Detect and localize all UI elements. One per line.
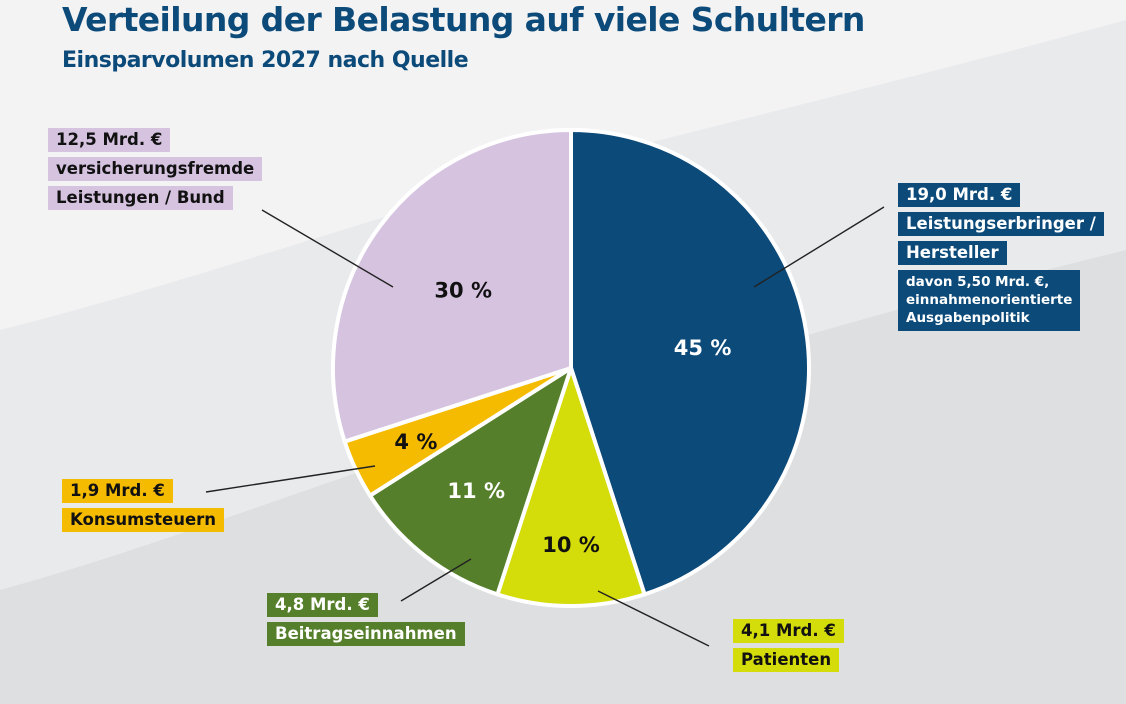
leader-line-beitragseinnahmen [400,558,472,602]
leader-line-leistungserbringer-hersteller [753,206,885,288]
leader-line-patienten [597,590,710,647]
pie-slice-patienten [495,366,647,608]
callout-amount: 1,9 Mrd. € [62,479,173,503]
callout-amount: 19,0 Mrd. € [898,183,1021,207]
callout-amount: 4,1 Mrd. € [733,619,844,643]
callout-amount: 12,5 Mrd. € [48,128,171,152]
callout-versicherungsfremde-leistungen: 12,5 Mrd. € versicherungsfremde Leistung… [48,128,263,215]
chart-subtitle: Einsparvolumen 2027 nach Quelle [62,48,469,73]
callout-note: davon 5,50 Mrd. €, einnahmenorientierte … [898,270,1081,331]
callout-category: Patienten [733,648,840,672]
percent-labels: 45 % 10 % 11 % 4 % 30 % [394,279,731,557]
callout-category: Hersteller [898,241,1007,265]
callout-category: Leistungserbringer / [898,212,1104,236]
callout-patienten: 4,1 Mrd. € Patienten [733,619,844,677]
callout-category: Konsumsteuern [62,508,225,532]
callout-konsumsteuern: 1,9 Mrd. € Konsumsteuern [62,479,225,537]
percent-label-patienten: 10 % [542,533,600,557]
percent-label-konsumsteuern: 4 % [394,430,437,454]
leader-line-konsumsteuern [205,465,376,493]
pie-slice-leistungserbringer-hersteller [569,128,811,597]
chart-title: Verteilung der Belastung auf viele Schul… [62,0,865,39]
pie-slice-versicherungsfremde-leistungen-bund [331,128,573,444]
callout-category: Beitragseinnahmen [267,622,465,646]
leader-lines [205,206,885,647]
callout-leistungserbringer: 19,0 Mrd. € Leistungserbringer / Herstel… [898,183,1104,336]
callout-category: versicherungsfremde [48,157,263,181]
leader-line-versicherungsfremde-leistungen-bund [261,209,394,288]
percent-label-beitragseinnahmen: 11 % [447,479,505,503]
percent-label-leistungserbringer-hersteller: 45 % [674,336,732,360]
callout-amount: 4,8 Mrd. € [267,593,378,617]
pie-slice-beitragseinnahmen [368,366,573,597]
pie-slices [331,128,811,608]
percent-label-versicherungsfremde-leistungen-bund: 30 % [434,279,492,303]
callout-beitragseinnahmen: 4,8 Mrd. € Beitragseinnahmen [267,593,465,651]
callout-category: Leistungen / Bund [48,186,233,210]
